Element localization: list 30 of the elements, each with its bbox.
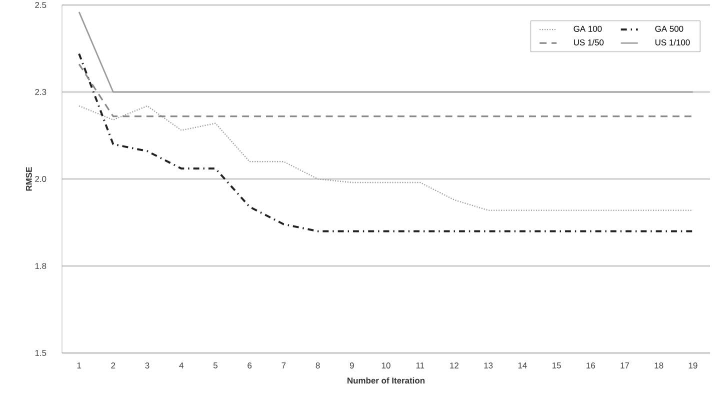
x-tick-label: 9 — [350, 362, 354, 368]
x-tick-label: 11 — [416, 362, 424, 368]
y-tick-label: 2.3 — [35, 89, 46, 95]
x-tick-label: 16 — [586, 362, 595, 368]
legend-label: GA 500 — [655, 26, 684, 32]
x-tick-label: 14 — [518, 362, 527, 368]
x-tick-label: 12 — [450, 362, 458, 368]
y-tick-label: 2.0 — [35, 176, 46, 182]
x-tick-label: 17 — [620, 362, 630, 368]
y-tick-label: 1.8 — [35, 263, 46, 269]
x-tick-label: 7 — [282, 362, 286, 368]
x-tick-label: 19 — [688, 362, 698, 368]
y-tick-label: 2.5 — [35, 2, 46, 8]
x-tick-label: 6 — [248, 362, 252, 368]
x-axis-title: Number of Iteration — [348, 377, 425, 384]
x-tick-label: 13 — [484, 362, 493, 368]
x-tick-label: 10 — [382, 362, 390, 368]
x-tick-label: 18 — [654, 362, 664, 368]
legend-label: US 1/100 — [655, 39, 690, 46]
legend-label: GA 100 — [574, 26, 602, 32]
x-tick-label: 15 — [552, 362, 561, 368]
y-tick-label: 1.5 — [35, 350, 46, 356]
legend-label: US 1/50 — [574, 39, 604, 46]
x-tick-label: 3 — [145, 362, 150, 368]
y-axis-title: RMSE — [26, 167, 32, 191]
x-tick-label: 2 — [111, 362, 116, 368]
x-tick-label: 1 — [77, 362, 81, 368]
x-tick-label: 4 — [179, 362, 184, 368]
x-tick-label: 8 — [316, 362, 320, 368]
x-tick-label: 5 — [213, 362, 218, 368]
